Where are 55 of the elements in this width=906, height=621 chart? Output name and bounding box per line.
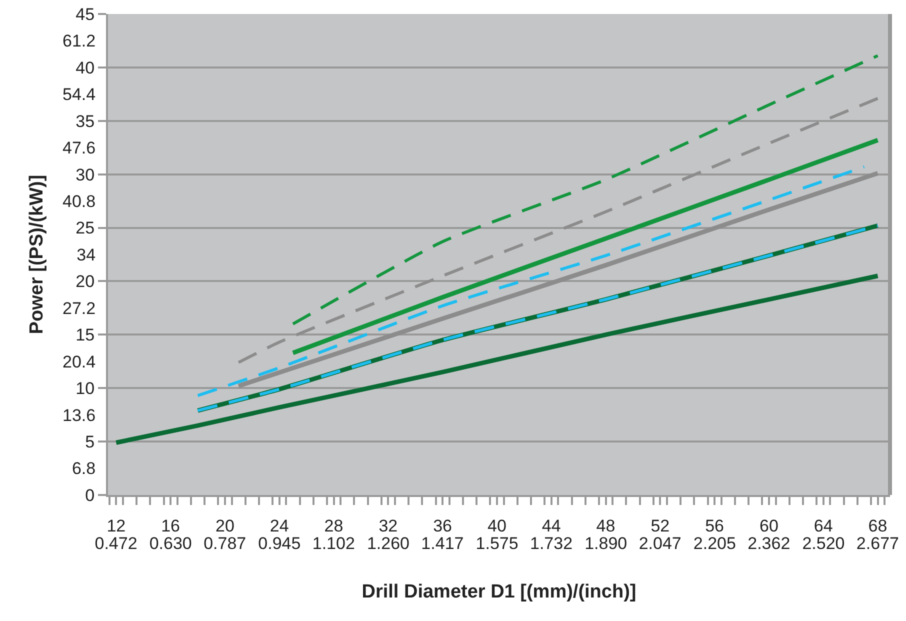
x-tick-label: 44 (542, 516, 561, 536)
x-tick-label: 56 (705, 516, 724, 536)
line-series (291, 54, 880, 326)
x2-tick-label: 2.362 (748, 534, 790, 553)
y2-tick-label: 54.4 (62, 85, 96, 104)
x-tick-label: 36 (433, 516, 452, 536)
x2-tick-label: 1.732 (530, 534, 573, 553)
x-tick-label: 60 (760, 516, 778, 536)
x-tick-label: 28 (324, 516, 344, 536)
x-axis-title: Drill Diameter D1 [(mm)/(inch)] (362, 582, 636, 603)
x-tick-label: 48 (596, 516, 616, 536)
x2-tick-label: 1.260 (366, 534, 410, 553)
y-tick-label: 45 (76, 4, 95, 24)
x-tick-label: 40 (488, 516, 506, 536)
x2-tick-label: 1.417 (421, 534, 464, 553)
y2-tick-label: 40.8 (62, 192, 96, 212)
x-tick-label: 52 (650, 516, 670, 536)
y2-tick-label: 61.2 (62, 32, 96, 51)
x2-tick-label: 1.890 (584, 534, 628, 553)
line-series (237, 96, 880, 364)
x2-tick-label: 0.630 (149, 534, 192, 553)
x2-tick-label: 1.102 (312, 534, 355, 553)
x2-tick-label: 2.520 (802, 534, 845, 553)
y-tick-label: 40 (76, 58, 95, 78)
x2-tick-label: 0.472 (94, 534, 138, 553)
y2-tick-label: 20.4 (62, 352, 96, 372)
x2-tick-label: 2.047 (638, 534, 682, 553)
x2-tick-label: 2.677 (856, 534, 899, 553)
y2-tick-label: 47.6 (62, 138, 96, 158)
y2-tick-label: 6.8 (72, 459, 96, 478)
x2-tick-label: 0.787 (204, 534, 246, 553)
line-series (290, 138, 880, 356)
y-tick-label: 15 (76, 326, 95, 345)
x2-tick-label: 1.575 (476, 534, 518, 553)
y2-tick-label: 13.6 (62, 406, 96, 425)
x2-tick-label: 2.205 (693, 534, 736, 553)
y2-tick-label: 34 (76, 245, 96, 264)
x-tick-label: 16 (161, 516, 180, 536)
y-tick-label: 20 (76, 272, 95, 292)
x-tick-label: 32 (378, 516, 398, 536)
y-tick-label: 5 (85, 432, 95, 452)
y-tick-label: 25 (76, 218, 95, 238)
y-tick-label: 35 (76, 112, 95, 131)
x2-tick-label: 0.945 (258, 534, 301, 553)
x-tick-label: 20 (216, 516, 234, 536)
x-tick-label: 68 (868, 516, 888, 536)
y2-axis-title: Power [(PS)/(kW)] (26, 174, 48, 334)
x-tick-label: 24 (270, 516, 289, 536)
y-tick-label: 0 (85, 486, 95, 505)
y-tick-label: 10 (76, 379, 95, 398)
y-tick-label: 30 (76, 165, 95, 184)
x-tick-label: 12 (106, 516, 126, 536)
line-series (114, 274, 880, 445)
x-tick-label: 64 (814, 516, 833, 536)
y2-tick-label: 27.2 (62, 298, 96, 318)
